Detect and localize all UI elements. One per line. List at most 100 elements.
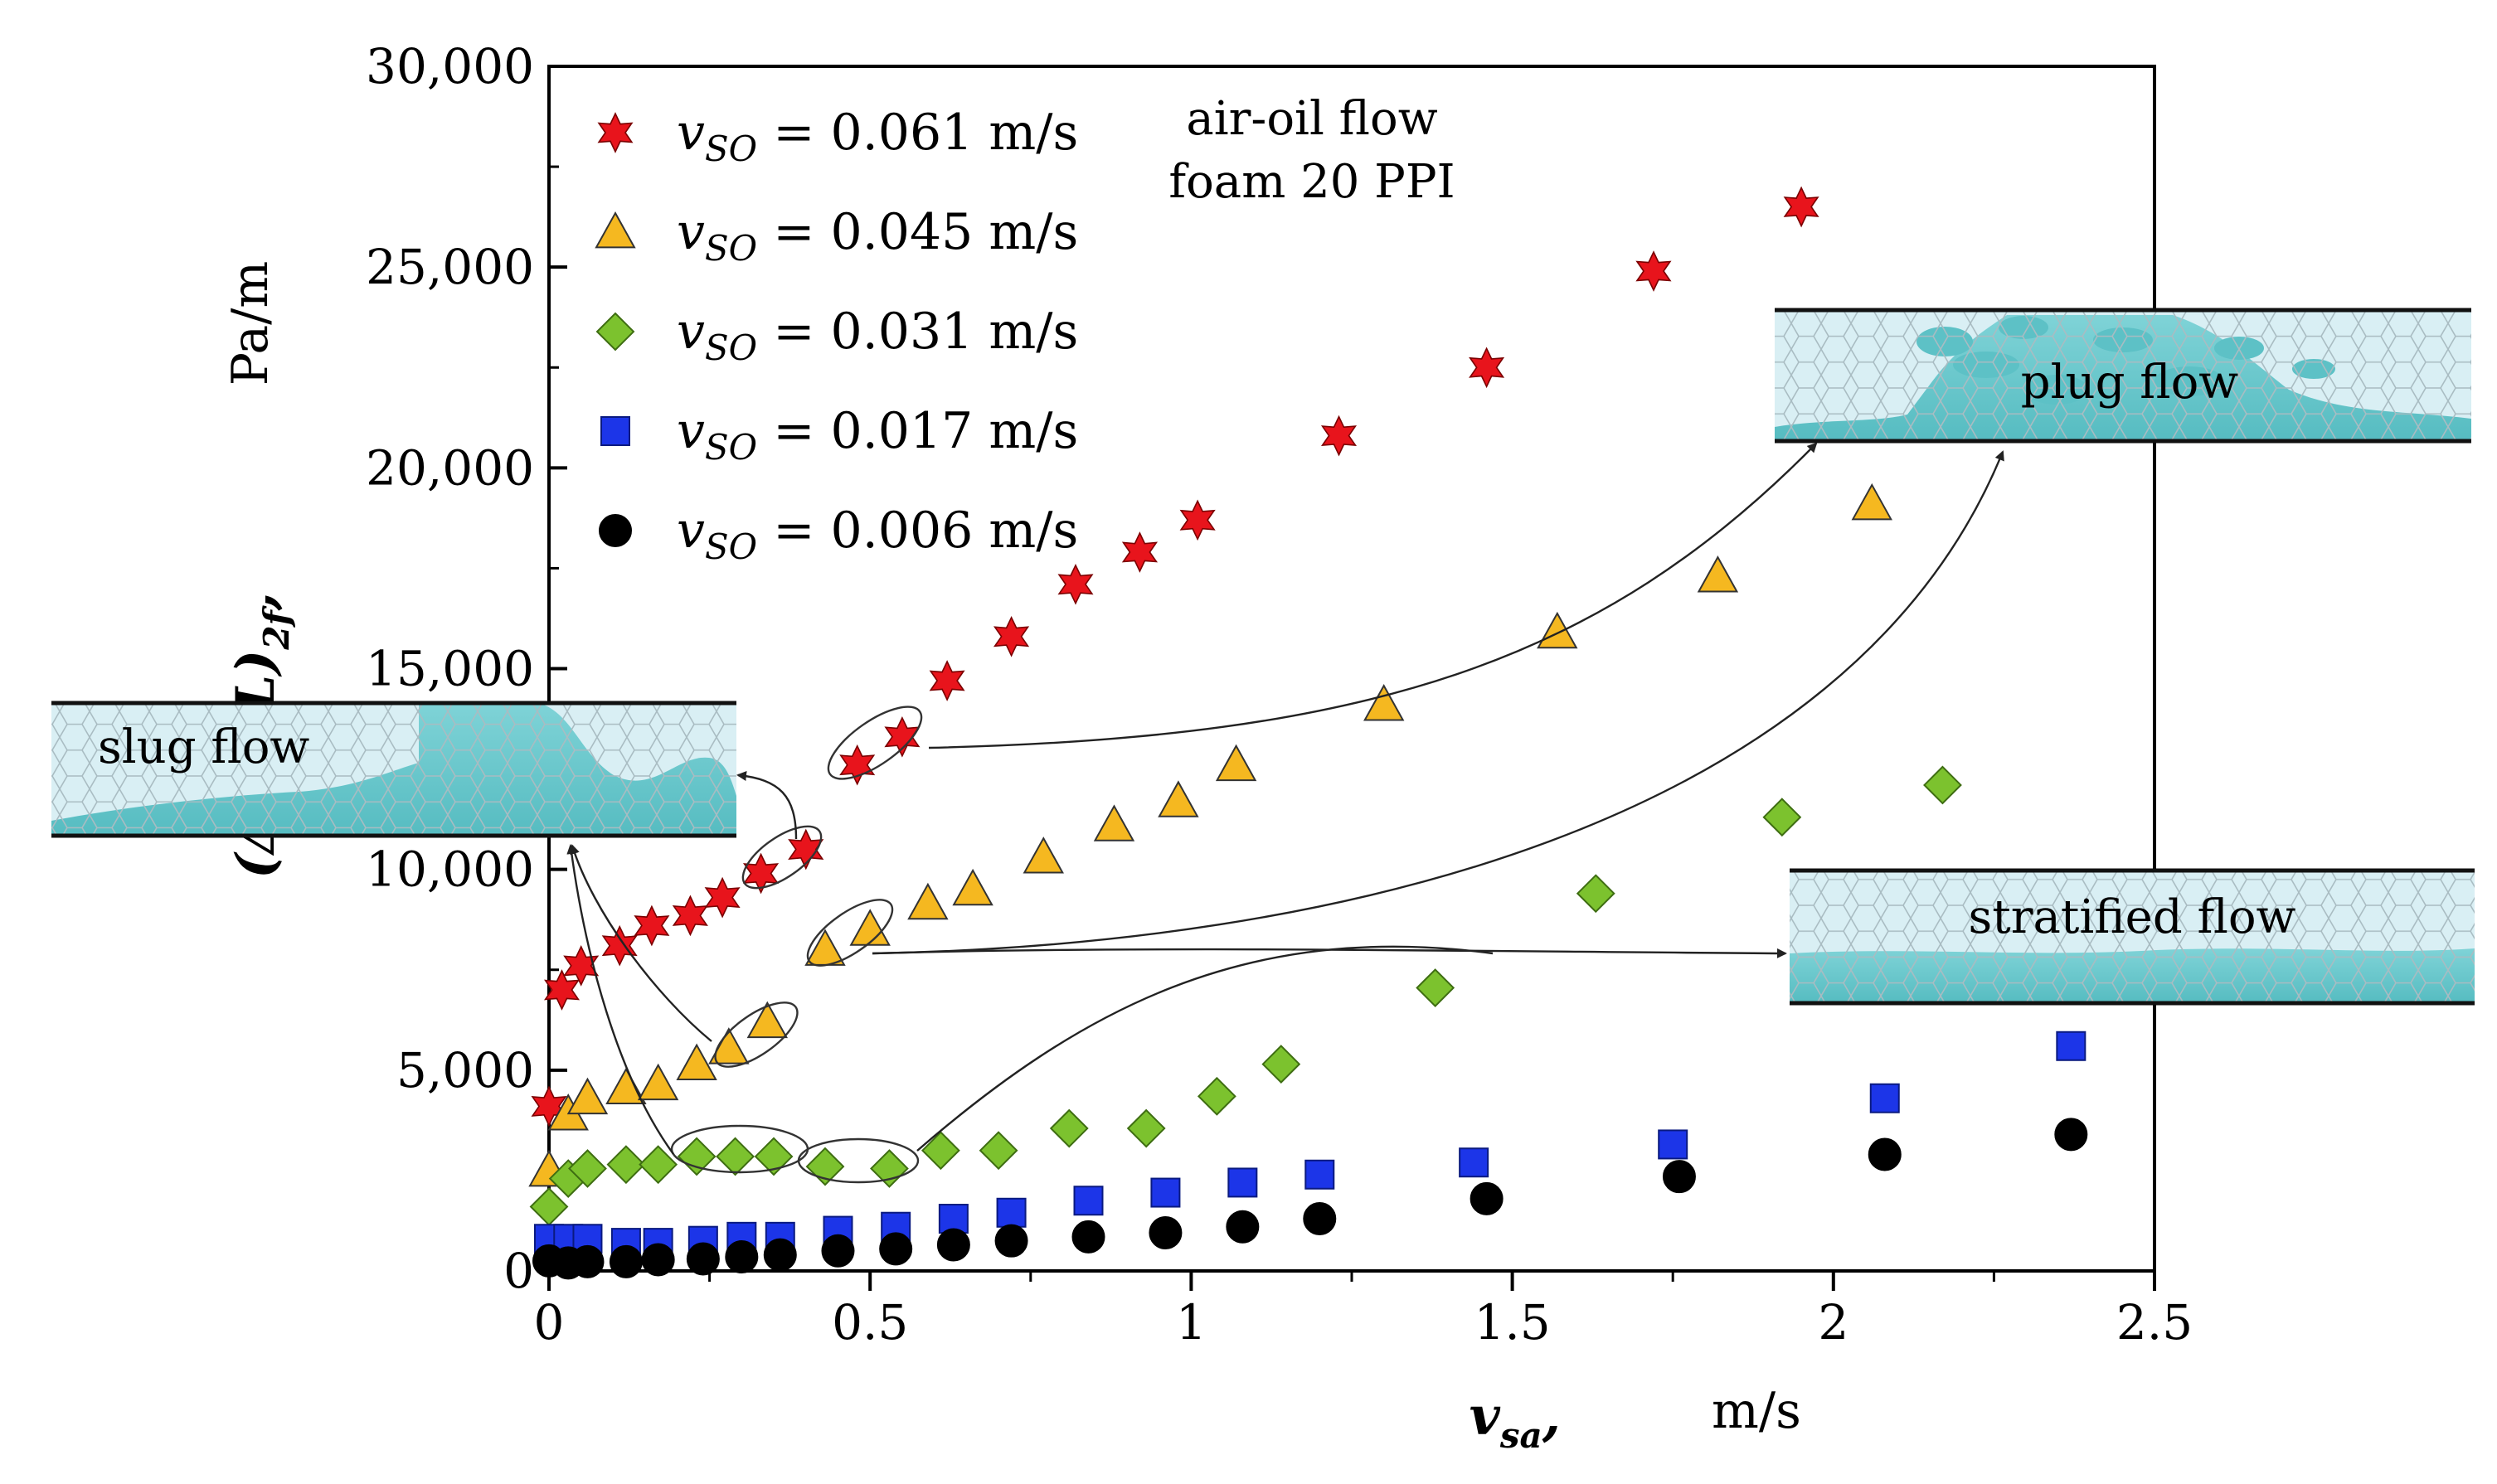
data-point [921,1131,960,1171]
data-point [1158,780,1199,817]
data-point [1226,1210,1260,1244]
y-tick-label: 5,000 [396,1042,534,1098]
data-point [839,744,876,786]
x-tick-label: 1.5 [1474,1294,1550,1351]
data-point [1197,1076,1236,1116]
data-point [1868,1137,1902,1171]
svg-text:Pa/m: Pa/m [221,261,279,386]
y-tick-label: 0 [503,1243,534,1299]
regime-arrows [566,442,2004,1155]
data-point [1304,1159,1335,1190]
data-point [879,1232,913,1266]
y-tick-labels: 0 5,000 10,000 15,000 20,000 25,000 30,000 [366,38,534,1299]
arrow-to-slug-1 [736,771,798,840]
data-point [1576,874,1615,914]
ellipse-green-mid [797,1137,920,1184]
y-axis-unit: Pa/m [221,261,279,386]
data-point [568,1149,607,1188]
data-point [571,1244,605,1278]
y-tick-label: 30,000 [366,38,534,95]
arrow-to-slug-3 [566,844,674,1155]
data-point [601,924,638,967]
data-point [672,895,708,937]
data-point [979,1131,1018,1171]
x-tick-label: 2 [1818,1294,1848,1351]
data-point [725,1240,759,1274]
data-point [742,852,780,895]
legend-marker [597,112,634,153]
data-point [609,1244,643,1278]
x-tick-labels: 0 0.5 1 1.5 2 2.5 [534,1294,2193,1351]
data-point [1635,250,1672,292]
series-1 [528,483,1892,1187]
data-point [1923,765,1962,805]
ellipse-red-mid [827,706,923,780]
data-point [2056,1031,2087,1061]
data-point [1093,804,1135,841]
axis-ticks [547,65,2156,1291]
data-point [1071,1220,1105,1254]
data-point [1057,563,1094,605]
legend-label: vSO = 0.031 m/s [677,303,1078,368]
data-point [849,909,891,946]
arrow-to-plug-2 [872,450,2004,955]
data-point [704,876,741,919]
point-group-ellipses [670,706,923,1184]
data-point [1126,1108,1166,1148]
y-tick-label: 20,000 [366,439,534,496]
data-point [1851,483,1892,521]
x-axis-unit: m/s [1712,1382,1801,1440]
data-markers [528,186,2088,1280]
stratified-flow-label: stratified flow [1969,890,2296,944]
series-0 [531,186,1819,1128]
x-tick-label: 2.5 [2116,1294,2193,1351]
data-point [996,1197,1027,1228]
x-tick-label: 0.5 [832,1294,908,1351]
data-point [938,1204,969,1234]
data-point [1658,1129,1688,1160]
arrow-to-plug-1 [928,442,1818,749]
plug-flow-inset: plug flow [1775,308,2471,444]
data-point [763,1238,797,1272]
y-tick-label: 25,000 [366,239,534,295]
data-point [1537,611,1578,649]
data-point [634,904,670,947]
data-point [1662,1160,1696,1194]
slug-flow-inset: slug flow [51,701,736,838]
data-point [563,945,600,987]
data-point [686,1242,720,1276]
data-point [1363,684,1405,721]
legend-marker [600,416,630,446]
data-point [641,1243,675,1277]
data-point [1320,415,1358,457]
data-point [1459,1147,1489,1178]
series-2 [529,765,1962,1226]
data-point [1416,968,1455,1007]
data-point [746,1001,788,1039]
data-point [637,1063,679,1101]
data-point [936,1228,970,1262]
data-point [606,1145,646,1185]
data-point [1049,1108,1089,1148]
stratified-flow-inset: stratified flow [1790,868,2475,1006]
data-point [821,1234,855,1268]
data-point [1215,744,1257,782]
x-axis-title: vsa, [1470,1385,1561,1456]
ellipse-orange-low [714,1001,799,1068]
ellipse-red-low [741,825,823,890]
data-point [804,929,846,966]
x-tick-label: 1 [1176,1294,1207,1351]
data-point [1303,1202,1337,1236]
legend-label: vSO = 0.017 m/s [677,402,1078,468]
data-point [1073,1186,1104,1216]
data-point [952,868,993,906]
data-point [531,1085,567,1128]
data-point [1121,531,1159,573]
annotation-line-2: foam 20 PPI [1168,155,1455,209]
data-point [1023,837,1064,874]
data-point [676,1043,717,1080]
slug-flow-label: slug flow [98,720,309,774]
data-point [2054,1118,2088,1152]
y-tick-label: 10,000 [366,841,534,898]
